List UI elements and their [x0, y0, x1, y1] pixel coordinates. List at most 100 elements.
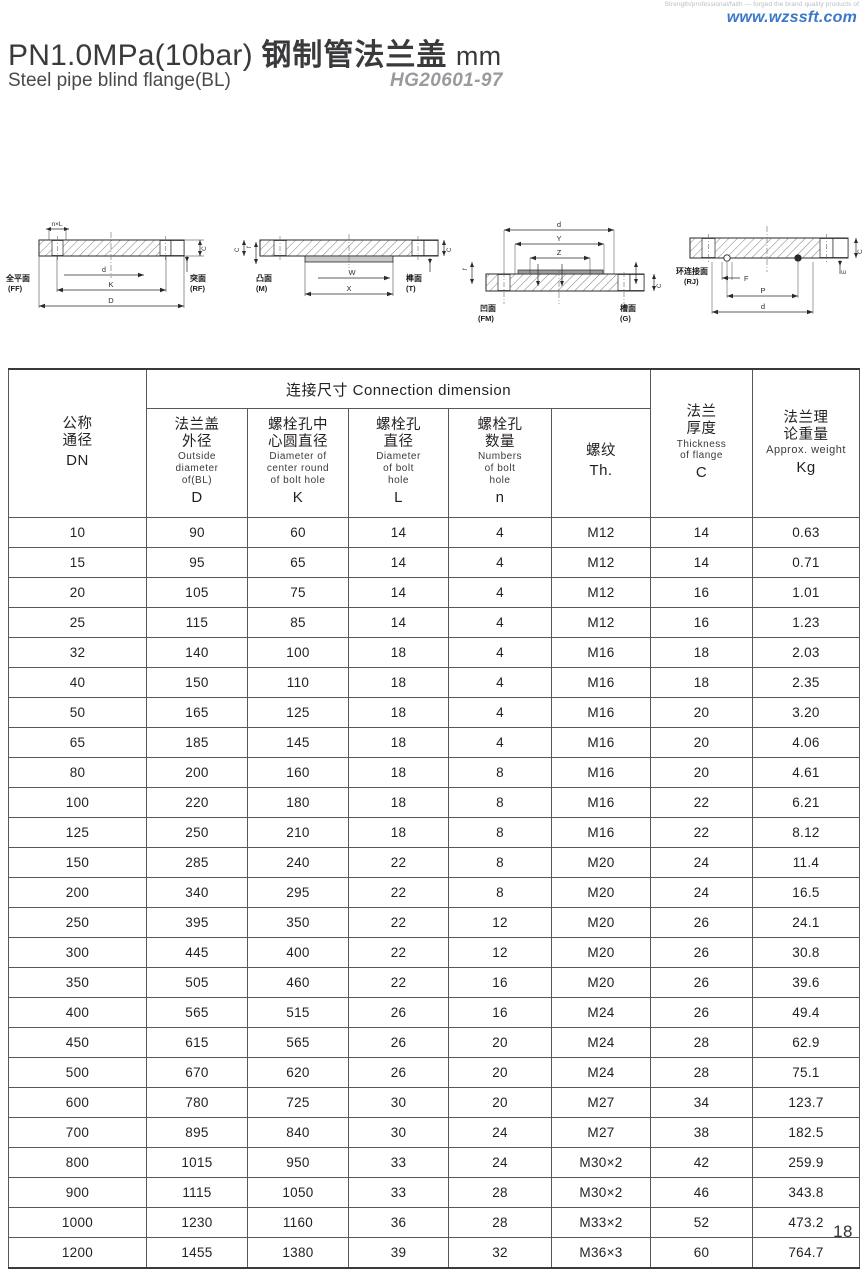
cell-L: 33: [348, 1177, 449, 1208]
cell-C: 20: [650, 757, 753, 788]
cell-C: 46: [650, 1177, 753, 1208]
cell-K: 75: [247, 577, 349, 608]
cell-n: 8: [448, 877, 552, 908]
cell-n: 24: [448, 1147, 552, 1178]
cell-dn: 15: [8, 547, 147, 578]
header-d-cn-1: 法兰盖: [174, 416, 220, 433]
header-dn: 公称 通径 DN: [8, 368, 147, 518]
table-row: 40 150 110 18 4 M16 18 2.35: [8, 667, 860, 698]
cell-n: 4: [448, 607, 552, 638]
cell-Th: M16: [551, 637, 651, 668]
table-row: 350 505 460 22 16 M20 26 39.6: [8, 967, 860, 998]
header-thickness-cn-1: 法兰: [686, 404, 717, 421]
cell-C: 18: [650, 637, 753, 668]
header-weight-en-1: Approx. weight: [766, 443, 846, 456]
cell-n: 4: [448, 697, 552, 728]
cell-D: 220: [146, 787, 248, 818]
cell-K: 400: [247, 937, 349, 968]
cell-dn: 900: [8, 1177, 147, 1208]
cell-Th: M36×3: [551, 1237, 651, 1269]
cell-Kg: 764.7: [752, 1237, 860, 1269]
figure-g-label: 槽面: [620, 303, 636, 313]
cell-K: 160: [247, 757, 349, 788]
cell-dn: 125: [8, 817, 147, 848]
cell-C: 42: [650, 1147, 753, 1178]
table-row: 15 95 65 14 4 M12 14 0.71: [8, 547, 860, 578]
header-n-symbol: n: [495, 488, 505, 506]
figure-m-t: C f C W X 凸面 (M) 榫面: [230, 212, 458, 332]
header-thickness-en-1: Thickness: [676, 438, 727, 450]
cell-L: 22: [348, 937, 449, 968]
cell-L: 18: [348, 667, 449, 698]
svg-text:Z: Z: [557, 248, 562, 257]
cell-n: 8: [448, 787, 552, 818]
header-d-en-3: of(BL): [181, 474, 213, 486]
cell-L: 18: [348, 817, 449, 848]
figure-ff-label: 全平面: [5, 273, 30, 283]
cell-D: 150: [146, 667, 248, 698]
header-n-en-3: hole: [489, 474, 511, 486]
cell-D: 90: [146, 517, 248, 548]
header-l-en-2: of bolt: [383, 462, 414, 474]
cell-Kg: 6.21: [752, 787, 860, 818]
cell-dn: 1200: [8, 1237, 147, 1269]
cell-n: 24: [448, 1117, 552, 1148]
cell-C: 20: [650, 727, 753, 758]
cell-K: 565: [247, 1027, 349, 1058]
table-sub-header-row: 法兰盖 外径 Outside diameter of(BL) D 螺栓孔中 心圆…: [9, 408, 860, 518]
cell-D: 185: [146, 727, 248, 758]
table-group-header-row: 公称 通径 DN 连接尺寸 Connection dimension 法兰 厚度…: [8, 368, 860, 518]
table-row: 32 140 100 18 4 M16 18 2.03: [8, 637, 860, 668]
cell-n: 28: [448, 1177, 552, 1208]
header-bolt-hole-number: 螺栓孔 数量 Numbers of bolt hole n: [448, 408, 552, 518]
cell-Th: M16: [551, 787, 651, 818]
header-thickness-cn-2: 厚度: [686, 421, 717, 438]
header-connection-dimension: 连接尺寸 Connection dimension: [146, 368, 651, 409]
cell-L: 36: [348, 1207, 449, 1238]
cell-Th: M24: [551, 997, 651, 1028]
figure-row: n×L C d K: [0, 212, 867, 332]
cell-C: 52: [650, 1207, 753, 1238]
cell-K: 125: [247, 697, 349, 728]
cell-D: 105: [146, 577, 248, 608]
svg-text:f: f: [247, 246, 253, 248]
header-outside-diameter: 法兰盖 外径 Outside diameter of(BL) D: [146, 408, 248, 518]
cell-Kg: 123.7: [752, 1087, 860, 1118]
svg-text:d: d: [557, 220, 561, 229]
cell-dn: 800: [8, 1147, 147, 1178]
cell-K: 100: [247, 637, 349, 668]
cell-Th: M27: [551, 1087, 651, 1118]
header-n-cn-2: 数量: [485, 434, 515, 451]
cell-Kg: 2.03: [752, 637, 860, 668]
table-row: 25 115 85 14 4 M12 16 1.23: [8, 607, 860, 638]
cell-Kg: 4.06: [752, 727, 860, 758]
table-row: 250 395 350 22 12 M20 26 24.1: [8, 907, 860, 938]
header-l-cn-2: 直径: [383, 434, 414, 451]
page-subtitle: Steel pipe blind flange(BL): [8, 70, 231, 91]
cell-dn: 400: [8, 997, 147, 1028]
cell-dn: 25: [8, 607, 147, 638]
cell-L: 22: [348, 877, 449, 908]
cell-Th: M12: [551, 607, 651, 638]
flange-dimension-table-wrapper: 公称 通径 DN 连接尺寸 Connection dimension 法兰 厚度…: [8, 368, 860, 1269]
cell-D: 95: [146, 547, 248, 578]
svg-text:X: X: [346, 284, 351, 293]
cell-D: 780: [146, 1087, 248, 1118]
svg-text:C: C: [201, 246, 208, 251]
svg-text:(FF): (FF): [8, 284, 23, 293]
cell-n: 20: [448, 1027, 552, 1058]
cell-n: 4: [448, 547, 552, 578]
cell-C: 22: [650, 817, 753, 848]
cell-K: 840: [247, 1117, 349, 1148]
cell-Kg: 473.2: [752, 1207, 860, 1238]
cell-dn: 200: [8, 877, 147, 908]
cell-D: 1115: [146, 1177, 248, 1208]
cell-C: 14: [650, 547, 753, 578]
cell-K: 460: [247, 967, 349, 998]
header-k-en-3: of bolt hole: [270, 474, 326, 486]
cell-Kg: 259.9: [752, 1147, 860, 1178]
page-title-unit: mm: [455, 41, 502, 71]
flange-dimension-table: 公称 通径 DN 连接尺寸 Connection dimension 法兰 厚度…: [8, 368, 860, 1269]
cell-dn: 65: [8, 727, 147, 758]
cell-Kg: 1.01: [752, 577, 860, 608]
